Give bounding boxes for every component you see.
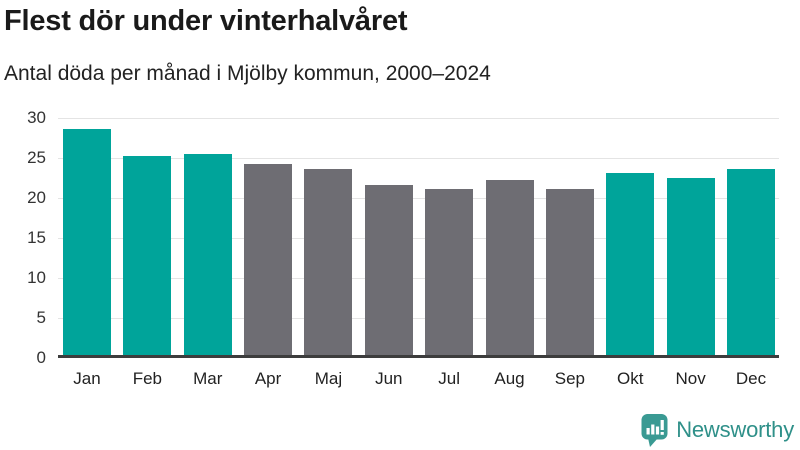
bar-slot-nov: Nov bbox=[666, 118, 715, 388]
gridline-10 bbox=[58, 278, 779, 279]
y-tick-5: 5 bbox=[36, 308, 46, 327]
x-tick-mar: Mar bbox=[193, 369, 223, 388]
bar-slot-jul: Jul bbox=[425, 118, 474, 388]
x-tick-okt: Okt bbox=[617, 369, 644, 388]
bar-nov bbox=[666, 178, 715, 355]
x-tick-nov: Nov bbox=[675, 369, 706, 388]
y-tick-30: 30 bbox=[27, 108, 46, 127]
bar-slot-feb: Feb bbox=[123, 118, 172, 388]
bar-maj bbox=[304, 168, 353, 355]
bar-aug bbox=[485, 179, 534, 355]
gridline-15 bbox=[58, 238, 779, 239]
bar-mar bbox=[183, 154, 232, 355]
brand-name: Newsworthy bbox=[676, 417, 794, 442]
bar-slot-jan: Jan bbox=[63, 118, 111, 388]
bar-slot-okt: Okt bbox=[606, 118, 655, 388]
bar-apr bbox=[244, 163, 293, 355]
bar-slot-maj: Maj bbox=[304, 118, 353, 388]
x-tick-dec: Dec bbox=[735, 369, 767, 388]
y-tick-25: 25 bbox=[27, 148, 46, 167]
bar-jul bbox=[425, 189, 474, 355]
bar-slot-dec: Dec bbox=[726, 118, 775, 388]
bars-container: Jan Feb Mar Apr Maj Jun Jul Aug Sep Okt Nov Dec bbox=[58, 118, 779, 388]
gridline-25 bbox=[58, 158, 779, 159]
chart-subtitle: Antal döda per månad i Mjölby kommun, 20… bbox=[4, 62, 491, 85]
y-tick-10: 10 bbox=[27, 268, 46, 287]
x-tick-aug: Aug bbox=[494, 369, 525, 388]
y-tick-0: 0 bbox=[36, 348, 46, 367]
brand-logo: Newsworthy bbox=[641, 413, 794, 447]
gridline-5 bbox=[58, 318, 779, 319]
newsworthy-chart-bubble-icon bbox=[641, 414, 668, 447]
bar-feb bbox=[123, 155, 172, 355]
bar-dec bbox=[726, 169, 775, 355]
y-tick-20: 20 bbox=[27, 188, 46, 207]
x-tick-jun: Jun bbox=[375, 369, 403, 388]
x-tick-jul: Jul bbox=[438, 369, 461, 388]
gridline-20 bbox=[58, 198, 779, 199]
bar-jan bbox=[63, 129, 111, 355]
bar-jun bbox=[364, 184, 413, 355]
x-tick-maj: Maj bbox=[314, 369, 343, 388]
chart-title: Flest dör under vinterhalvåret bbox=[4, 5, 408, 37]
plot-area: Jan Feb Mar Apr Maj Jun Jul Aug Sep Okt Nov Dec bbox=[58, 118, 779, 388]
x-tick-feb: Feb bbox=[132, 369, 163, 388]
y-tick-15: 15 bbox=[27, 228, 46, 247]
bar-slot-apr: Apr bbox=[244, 118, 293, 388]
bar-slot-mar: Mar bbox=[183, 118, 232, 388]
x-tick-sep: Sep bbox=[554, 369, 585, 388]
bar-slot-aug: Aug bbox=[485, 118, 534, 388]
gridline-30 bbox=[58, 118, 779, 119]
bar-slot-jun: Jun bbox=[364, 118, 413, 388]
x-tick-jan: Jan bbox=[73, 369, 101, 388]
bar-slot-sep: Sep bbox=[545, 118, 594, 388]
bar-sep bbox=[545, 188, 594, 355]
bar-okt bbox=[606, 173, 655, 355]
x-tick-apr: Apr bbox=[254, 369, 282, 388]
